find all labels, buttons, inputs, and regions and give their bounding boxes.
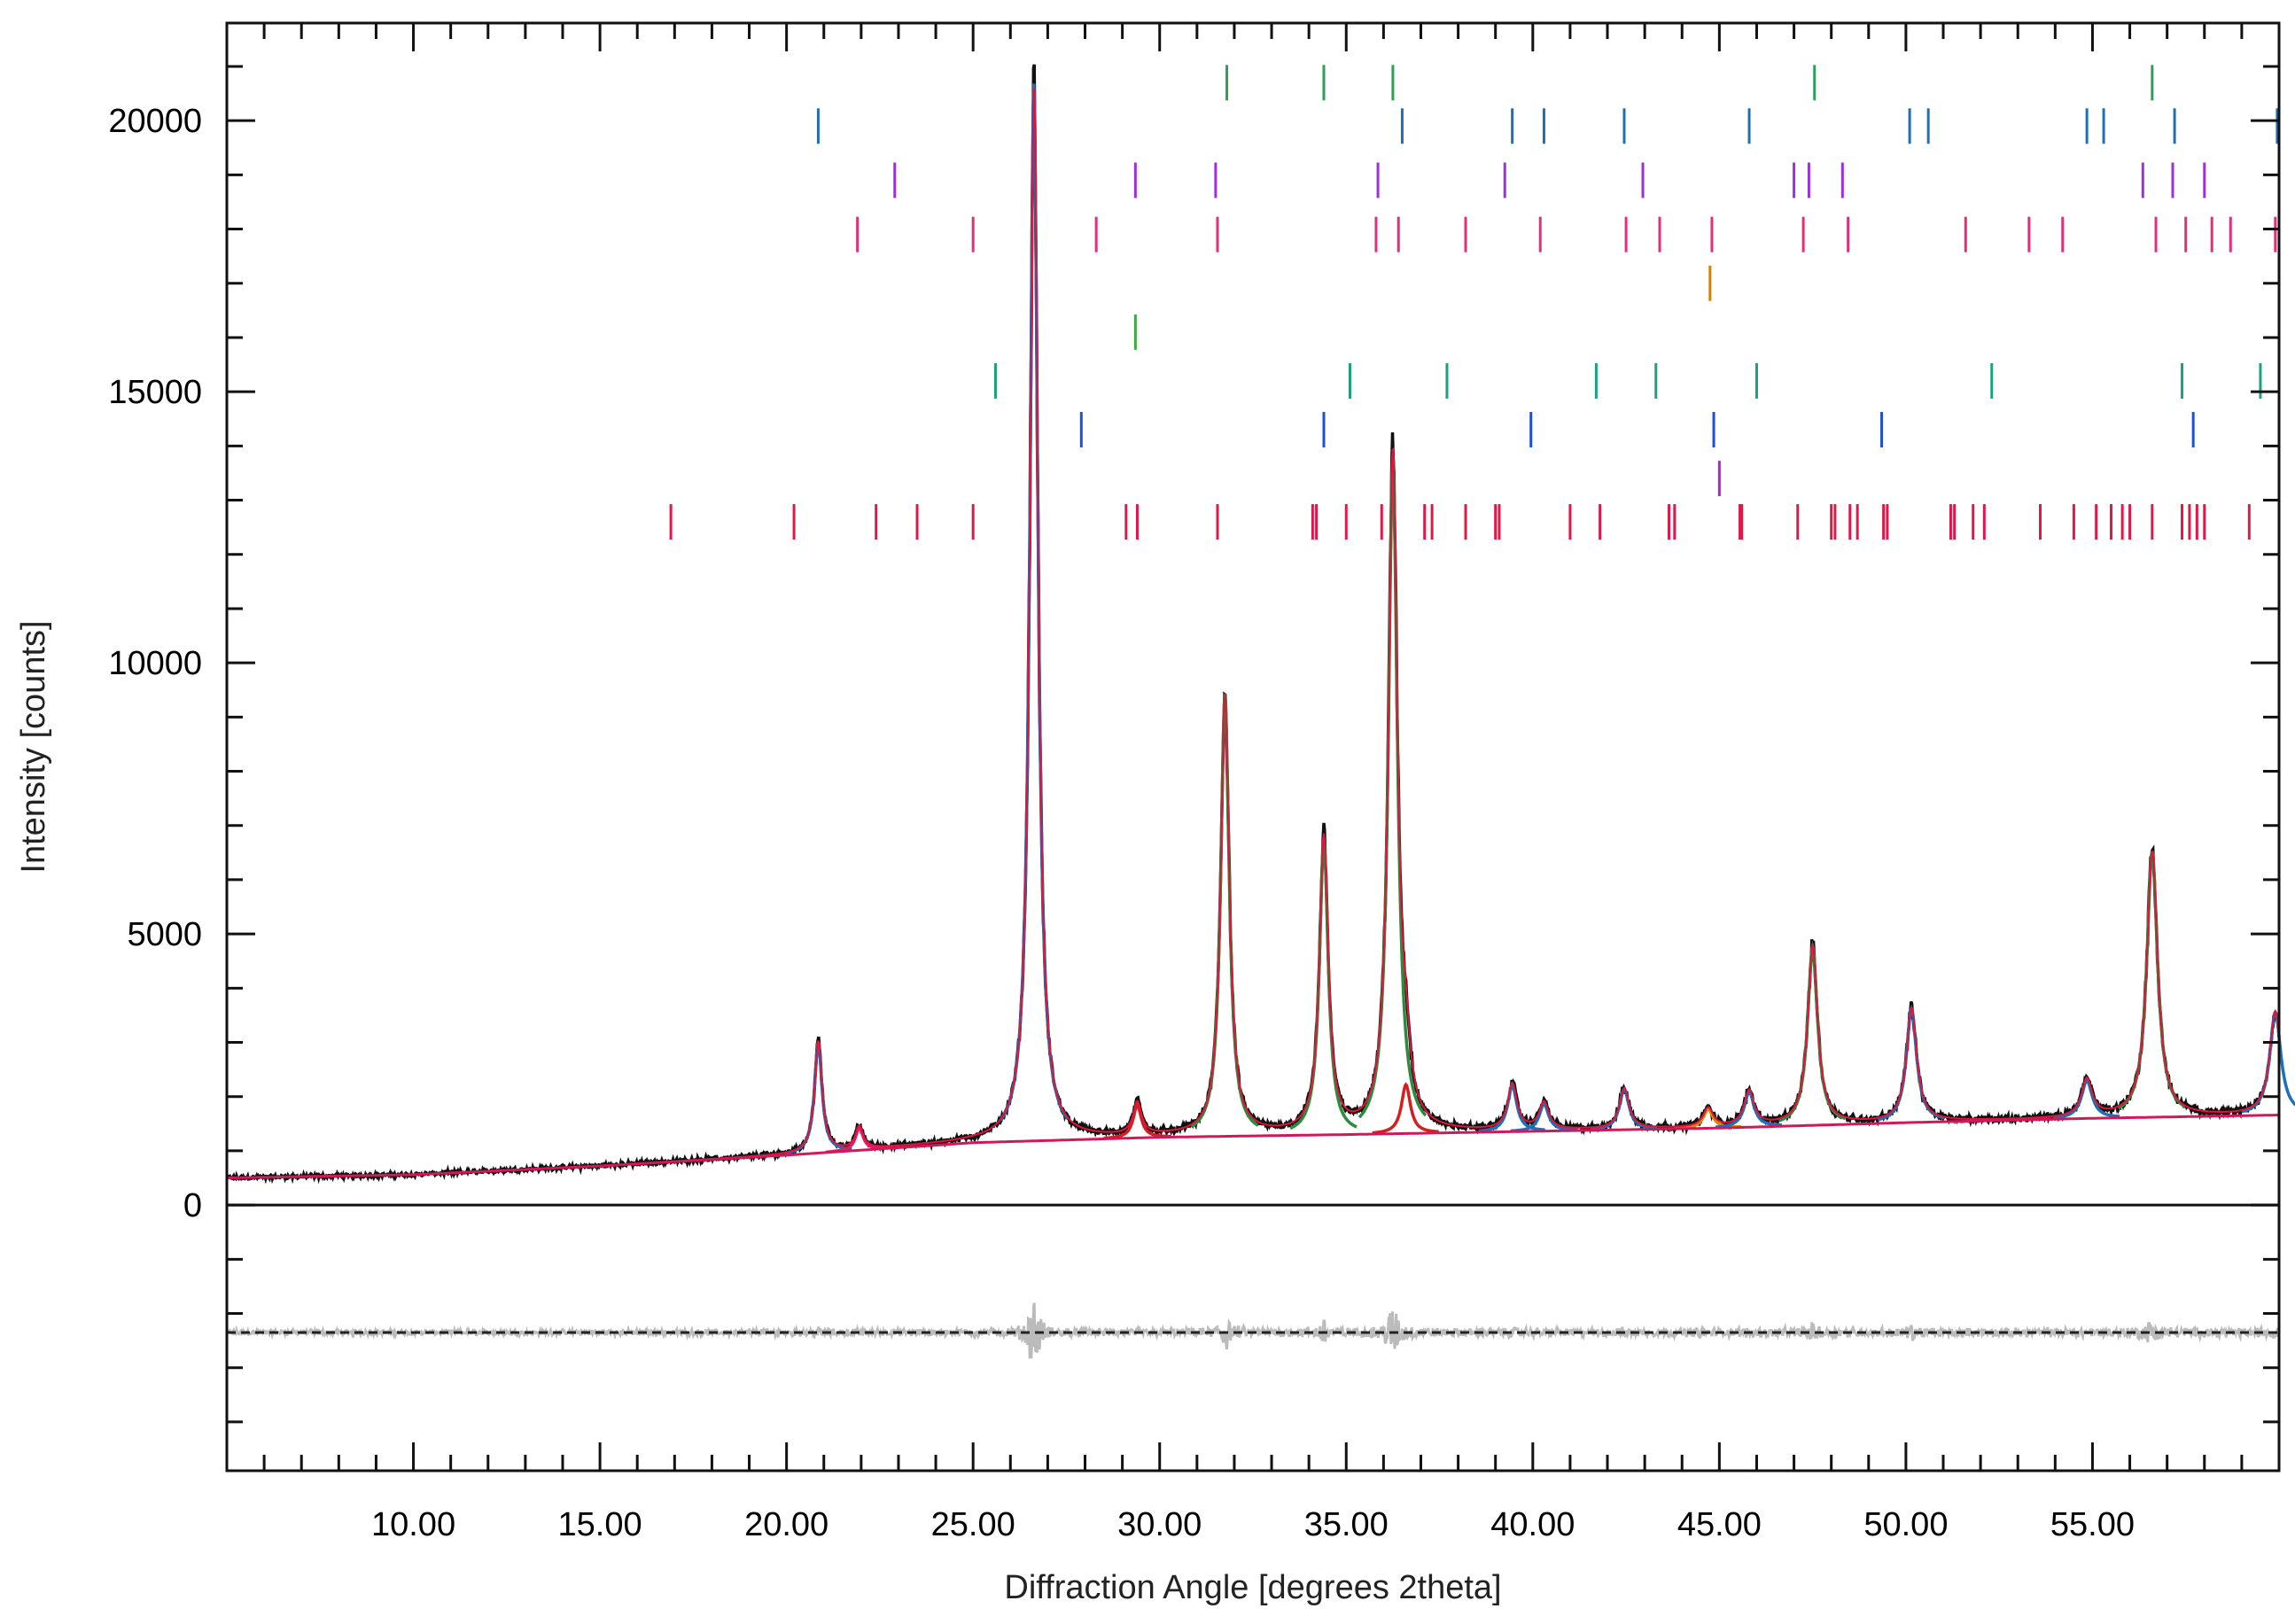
x-tick-label: 25.00 bbox=[931, 1506, 1015, 1543]
x-tick-label: 45.00 bbox=[1677, 1506, 1762, 1543]
phase-marker-rows bbox=[669, 65, 2279, 540]
x-tick-label: 30.00 bbox=[1117, 1506, 1202, 1543]
phase-peak bbox=[1715, 1090, 1783, 1129]
x-tick-label: 35.00 bbox=[1304, 1506, 1389, 1543]
phase-peak bbox=[1103, 1103, 1171, 1140]
x-axis-label: Diffraction Angle [degrees 2theta] bbox=[1004, 1569, 1501, 1606]
x-tick-label: 40.00 bbox=[1490, 1506, 1575, 1543]
x-tick-label: 55.00 bbox=[2050, 1506, 2135, 1543]
axes-group: 10.00 15.00 20.00 25.00 30.00 35.00 40.00 45.00… bbox=[108, 23, 2281, 1543]
y-tick-label: 0 bbox=[183, 1187, 202, 1224]
y-axis-label: Intensity [counts] bbox=[15, 620, 52, 873]
phase-peak bbox=[1478, 1083, 1545, 1133]
background-curve bbox=[227, 1114, 2280, 1179]
series-group bbox=[225, 64, 2295, 1359]
plot-frame bbox=[225, 21, 2281, 1472]
phase-peak bbox=[2053, 1078, 2120, 1120]
x-tick-label: 50.00 bbox=[1863, 1506, 1948, 1543]
phase-peak bbox=[1510, 1102, 1577, 1133]
x-tick-label: 20.00 bbox=[744, 1506, 829, 1543]
y-tick-label: 15000 bbox=[108, 374, 202, 411]
y-tick-label: 20000 bbox=[108, 103, 202, 140]
x-tick-label: 15.00 bbox=[558, 1506, 642, 1543]
phase-peak bbox=[1372, 1082, 1439, 1135]
x-tick-label: 10.00 bbox=[371, 1506, 455, 1543]
y-tick-label: 5000 bbox=[127, 916, 202, 953]
y-tick-label: 10000 bbox=[108, 645, 202, 682]
